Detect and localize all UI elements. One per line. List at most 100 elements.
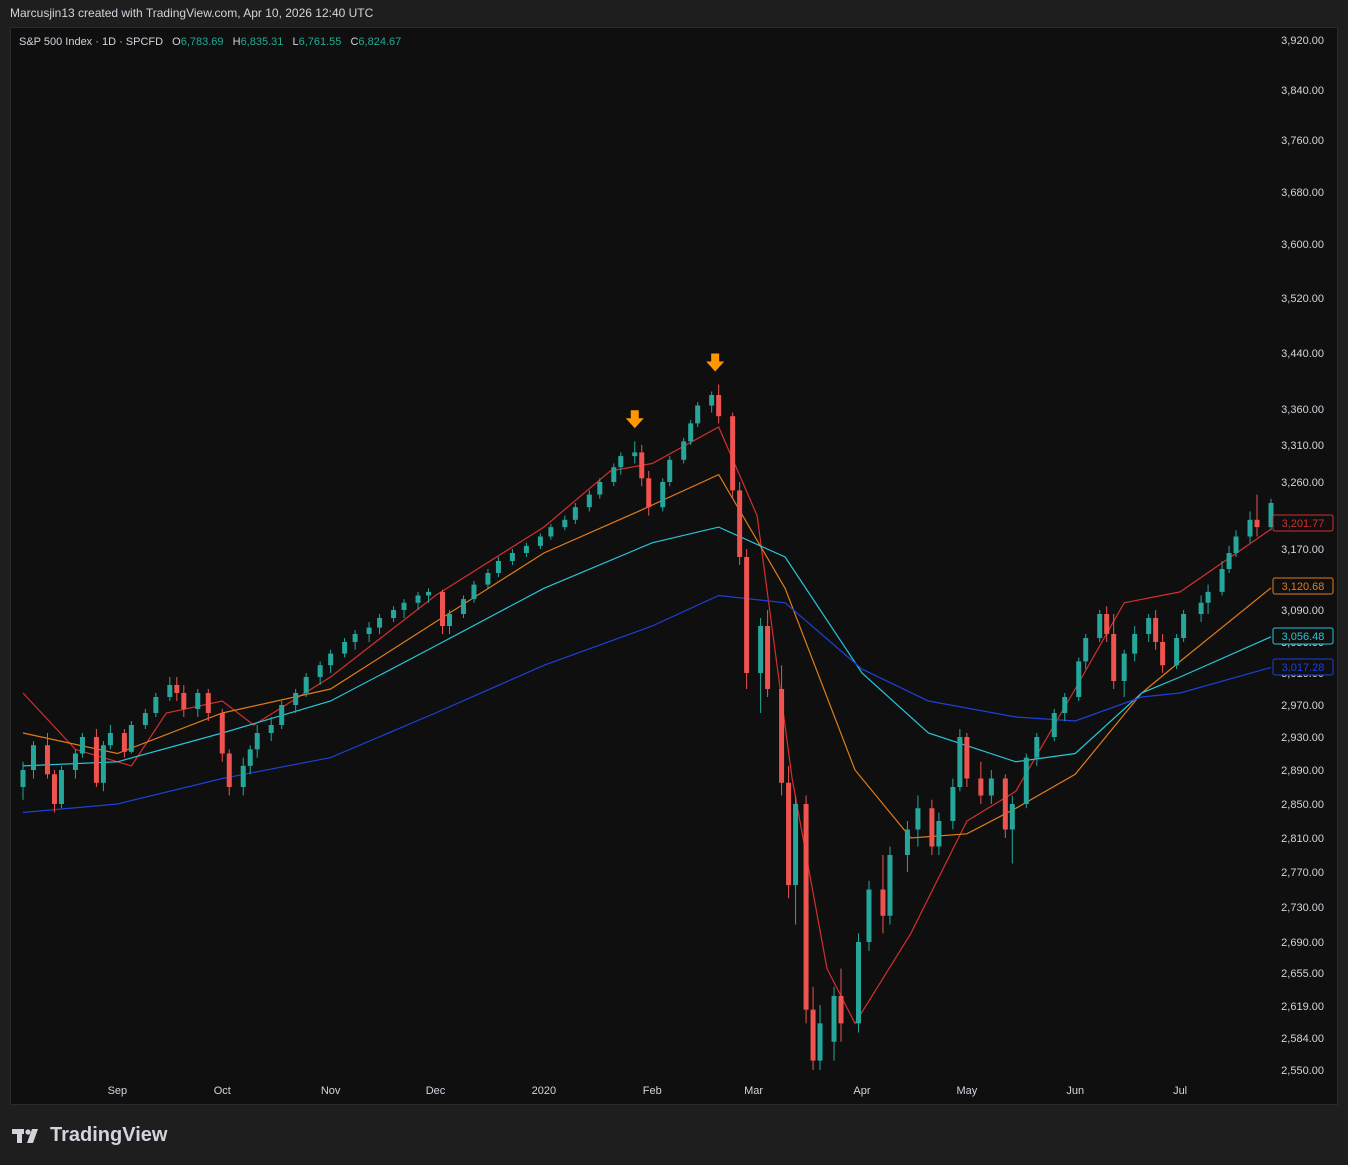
candle-body	[688, 423, 694, 442]
candle-body	[1233, 536, 1239, 553]
candle-body	[268, 725, 274, 733]
y-tick-label: 3,440.00	[1281, 348, 1324, 360]
y-tick-label: 3,840.00	[1281, 85, 1324, 97]
candle-body	[936, 821, 942, 847]
candle-body	[803, 804, 809, 1010]
candle-body	[786, 782, 792, 886]
candle-body	[572, 507, 578, 520]
candle-body	[765, 626, 771, 689]
candle-body	[887, 855, 893, 916]
candle-body	[1121, 653, 1127, 681]
candle-body	[72, 753, 78, 770]
ma200-value-text: 3,017.28	[1282, 662, 1325, 674]
candle-body	[597, 482, 603, 495]
candle-body	[866, 889, 872, 942]
candle-body	[779, 689, 785, 783]
candle-body	[247, 749, 253, 766]
y-tick-label: 2,550.00	[1281, 1065, 1324, 1077]
candle-body	[1002, 778, 1008, 830]
candle-body	[810, 1009, 816, 1061]
low-value: 6,761.55	[298, 36, 342, 48]
candle-body	[1062, 697, 1068, 713]
y-tick-label: 2,890.00	[1281, 765, 1324, 777]
y-tick-label: 2,770.00	[1281, 867, 1324, 879]
candle-body	[695, 405, 701, 424]
tradingview-logo-icon	[12, 1128, 38, 1143]
candle-body	[716, 395, 722, 417]
candle-body	[646, 478, 652, 508]
candle-body	[471, 584, 477, 600]
candle-body	[1104, 614, 1110, 634]
candle-body	[1198, 602, 1204, 614]
candle-body	[1076, 661, 1082, 697]
y-tick-label: 2,619.00	[1281, 1001, 1324, 1013]
candle-body	[618, 456, 624, 468]
candle-body	[964, 737, 970, 779]
candle-body	[415, 595, 421, 603]
candle-body	[611, 467, 617, 482]
ma20-line	[22, 426, 1272, 1025]
candle-body	[988, 778, 994, 796]
candle-body	[880, 889, 886, 916]
candle-body	[838, 995, 844, 1024]
arrow-down-icon	[625, 410, 644, 429]
candle-body	[377, 618, 383, 628]
candle-body	[509, 553, 515, 561]
candle-body	[30, 745, 36, 770]
candle-body	[100, 745, 106, 783]
candle-body	[709, 395, 715, 406]
arrow-down-icon	[706, 353, 725, 372]
candle-body	[446, 614, 452, 626]
x-tick-label: Apr	[853, 1085, 870, 1097]
price-chart[interactable]: 3,920.00 3,840.00 3,760.00 3,680.00 3,600.00…	[11, 28, 1337, 1104]
candle-body	[562, 519, 568, 528]
candle-body	[537, 536, 543, 546]
candle-body	[1268, 503, 1274, 528]
ma50-value-text: 3,120.68	[1282, 581, 1325, 593]
candle-body	[254, 733, 260, 750]
candle-body	[817, 1023, 823, 1061]
x-axis: Sep Oct Nov Dec 2020 Feb Mar Apr May Jun Jul	[108, 1085, 1188, 1097]
candle-body	[1051, 713, 1057, 737]
candle-body	[793, 804, 799, 886]
candle-body	[293, 693, 299, 705]
candle-body	[1181, 614, 1187, 638]
candle-body	[167, 685, 173, 697]
ma100-value-text: 3,056.48	[1282, 631, 1325, 643]
x-tick-label: Nov	[321, 1085, 341, 1097]
y-tick-label: 3,260.00	[1281, 477, 1324, 489]
y-axis: 3,920.00 3,840.00 3,760.00 3,680.00 3,600.00…	[1281, 35, 1324, 1077]
candle-body	[426, 591, 432, 596]
candle-body	[855, 942, 861, 1024]
y-tick-label: 2,730.00	[1281, 902, 1324, 914]
x-tick-label: Mar	[744, 1085, 763, 1097]
y-tick-label: 3,090.00	[1281, 605, 1324, 617]
candle-body	[758, 626, 764, 673]
candle-body	[342, 642, 348, 654]
candle-body	[1083, 638, 1089, 662]
candle-body	[1254, 519, 1260, 528]
candle-body	[121, 733, 127, 752]
candle-body	[978, 778, 984, 796]
x-tick-label: Feb	[643, 1085, 662, 1097]
candle-body	[639, 452, 645, 479]
candle-body	[44, 745, 50, 775]
x-tick-label: 2020	[532, 1085, 556, 1097]
candle-body	[667, 459, 673, 482]
candle-body	[1174, 638, 1180, 666]
candle-body	[439, 591, 445, 626]
high-label: H	[232, 36, 241, 48]
moving-averages	[22, 426, 1272, 1025]
candle-body	[632, 452, 638, 457]
candle-body	[317, 665, 323, 677]
candle-body	[58, 770, 64, 804]
brand-name: TradingView	[50, 1124, 168, 1146]
y-tick-label: 2,584.00	[1281, 1033, 1324, 1045]
tradingview-brand[interactable]: TradingView	[12, 1124, 167, 1147]
candle-body	[1146, 618, 1152, 634]
x-tick-label: Jun	[1066, 1085, 1084, 1097]
candle-body	[1205, 591, 1211, 603]
chart-frame[interactable]: 3,920.00 3,840.00 3,760.00 3,680.00 3,600.00…	[10, 27, 1338, 1105]
candle-body	[495, 561, 501, 573]
candle-body	[1153, 618, 1159, 642]
